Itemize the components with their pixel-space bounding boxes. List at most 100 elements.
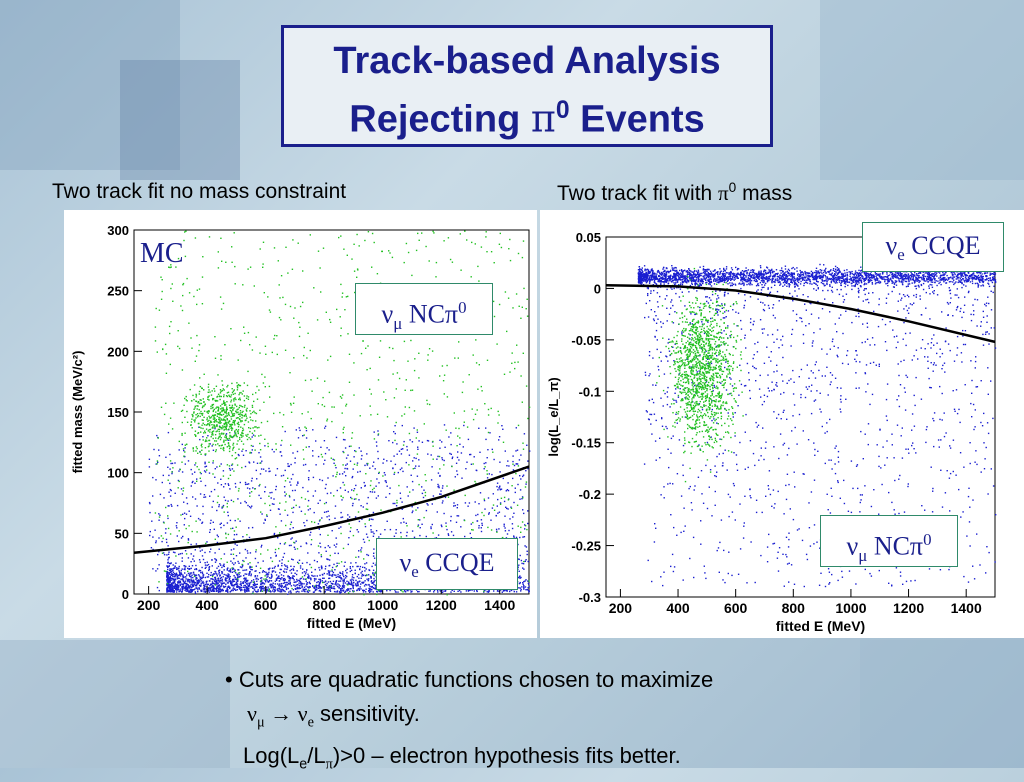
signal-point: [239, 576, 240, 577]
signal-point: [244, 589, 245, 590]
background-point: [301, 497, 302, 498]
background-point: [229, 448, 230, 449]
signal-point: [291, 559, 292, 560]
signal-point: [457, 451, 458, 452]
signal-point: [216, 510, 217, 511]
title-line-1: Track-based Analysis: [284, 36, 770, 86]
background-point: [170, 460, 171, 461]
signal-point: [169, 574, 170, 575]
background-point: [299, 327, 300, 328]
signal-point: [328, 515, 329, 516]
signal-point: [519, 576, 520, 577]
signal-point: [253, 588, 254, 589]
signal-point: [178, 580, 179, 581]
signal-point: [165, 528, 166, 529]
x-tick-label: 200: [137, 597, 161, 613]
background-point: [415, 509, 416, 510]
background-point: [182, 295, 183, 296]
signal-point: [438, 485, 439, 486]
background-point: [318, 403, 319, 404]
background-point: [362, 340, 363, 341]
signal-point: [269, 568, 270, 569]
signal-point: [260, 498, 261, 499]
signal-point: [214, 428, 215, 429]
signal-point: [336, 543, 337, 544]
background-point: [224, 424, 225, 425]
signal-point: [328, 449, 329, 450]
signal-point: [232, 589, 233, 590]
signal-point: [529, 450, 530, 451]
signal-point: [417, 591, 418, 592]
signal-point: [257, 584, 258, 585]
background-point: [224, 405, 225, 406]
signal-point: [252, 591, 253, 592]
background-point: [267, 296, 268, 297]
signal-point: [196, 585, 197, 586]
signal-point: [218, 592, 219, 593]
signal-point: [377, 451, 378, 452]
background-point: [227, 385, 228, 386]
signal-point: [209, 585, 210, 586]
background-point: [233, 443, 234, 444]
background-point: [197, 290, 198, 291]
signal-point: [437, 456, 438, 457]
background-point: [219, 419, 220, 420]
background-point: [352, 432, 353, 433]
signal-point: [220, 591, 221, 592]
background-point: [279, 412, 280, 413]
signal-point: [414, 457, 415, 458]
signal-point: [203, 574, 204, 575]
signal-point: [224, 497, 225, 498]
pi-symbol: π: [718, 181, 729, 205]
signal-point: [202, 522, 203, 523]
signal-point: [191, 587, 192, 588]
background-point: [193, 409, 194, 410]
signal-point: [279, 578, 280, 579]
background-point: [250, 417, 251, 418]
signal-point: [277, 588, 278, 589]
background-point: [223, 388, 224, 389]
signal-point: [191, 575, 192, 576]
signal-point: [342, 473, 343, 474]
background-point: [238, 429, 239, 430]
background-point: [432, 441, 433, 442]
background-point: [359, 245, 360, 246]
background-point: [425, 246, 426, 247]
signal-point: [324, 512, 325, 513]
signal-point: [411, 475, 412, 476]
signal-point: [345, 570, 346, 571]
background-point: [194, 407, 195, 408]
background-point: [414, 358, 415, 359]
background-point: [225, 412, 226, 413]
signal-point: [284, 586, 285, 587]
signal-point: [298, 437, 299, 438]
background-point: [294, 307, 295, 308]
signal-point: [504, 524, 505, 525]
signal-point: [170, 576, 171, 577]
signal-point: [270, 578, 271, 579]
signal-point: [360, 549, 361, 550]
background-point: [244, 415, 245, 416]
signal-point: [290, 592, 291, 593]
background-point: [234, 434, 235, 435]
background-point: [231, 246, 232, 247]
background-point: [247, 434, 248, 435]
background-point: [448, 497, 449, 498]
background-point: [254, 430, 255, 431]
signal-point: [261, 587, 262, 588]
signal-point: [314, 512, 315, 513]
background-point: [225, 415, 226, 416]
signal-point: [358, 531, 359, 532]
background-point: [200, 416, 201, 417]
background-point: [523, 561, 524, 562]
background-point: [195, 462, 196, 463]
background-point: [356, 494, 357, 495]
background-point: [433, 459, 434, 460]
signal-point: [421, 486, 422, 487]
signal-point: [181, 537, 182, 538]
signal-point: [369, 588, 370, 589]
signal-point: [371, 580, 372, 581]
background-point: [233, 398, 234, 399]
signal-point: [184, 567, 185, 568]
background-point: [506, 331, 507, 332]
